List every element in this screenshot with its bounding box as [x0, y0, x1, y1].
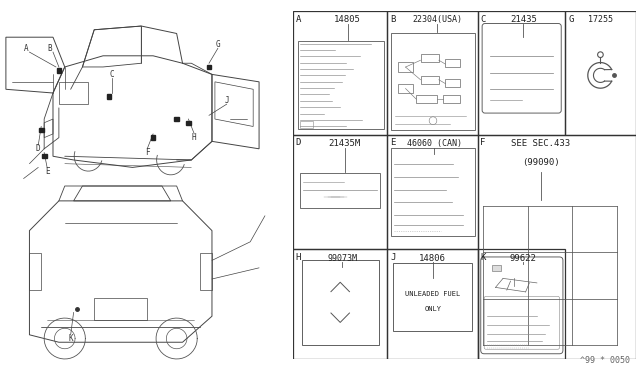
- Text: G: G: [568, 15, 573, 24]
- Text: C: C: [481, 15, 486, 24]
- Bar: [445, 59, 460, 67]
- Text: E: E: [390, 138, 396, 147]
- Text: 99073M: 99073M: [327, 254, 357, 263]
- Bar: [420, 76, 439, 84]
- Bar: [39, 128, 44, 132]
- Bar: [417, 95, 437, 103]
- Bar: [293, 135, 387, 249]
- Text: E: E: [45, 167, 49, 176]
- Bar: [443, 95, 460, 103]
- Bar: [56, 68, 61, 73]
- Text: SEE SEC.433: SEE SEC.433: [511, 139, 571, 148]
- Text: 22304(USA): 22304(USA): [412, 15, 462, 24]
- Bar: [478, 249, 565, 359]
- Text: 46060 (CAN): 46060 (CAN): [407, 139, 462, 148]
- Text: 21435: 21435: [510, 15, 537, 24]
- Bar: [387, 135, 478, 249]
- Bar: [107, 94, 111, 99]
- Bar: [301, 260, 379, 345]
- Bar: [398, 62, 413, 72]
- Text: A: A: [24, 44, 29, 53]
- Text: B: B: [390, 15, 396, 24]
- Bar: [478, 11, 565, 135]
- Bar: [300, 173, 380, 208]
- Bar: [387, 249, 478, 359]
- Bar: [478, 135, 636, 359]
- Text: F: F: [145, 148, 150, 157]
- Bar: [445, 79, 460, 87]
- Text: 14806: 14806: [419, 254, 446, 263]
- Bar: [293, 11, 387, 135]
- Text: D: D: [296, 138, 301, 147]
- Bar: [174, 117, 179, 121]
- Text: (99090): (99090): [522, 158, 560, 167]
- Bar: [293, 249, 387, 359]
- Bar: [300, 121, 313, 128]
- Bar: [420, 54, 439, 62]
- Bar: [565, 11, 636, 135]
- Text: ^99 * 0050: ^99 * 0050: [580, 356, 630, 365]
- Text: H: H: [296, 253, 301, 262]
- Text: ONLY: ONLY: [424, 306, 442, 312]
- Bar: [42, 154, 47, 158]
- Text: A: A: [296, 15, 301, 24]
- Bar: [298, 41, 384, 129]
- Text: 99622: 99622: [510, 254, 537, 263]
- Bar: [387, 11, 478, 135]
- Text: C: C: [109, 70, 114, 79]
- Bar: [151, 135, 156, 140]
- Text: 21435M: 21435M: [329, 139, 361, 148]
- Text: J: J: [390, 253, 396, 262]
- Text: K: K: [68, 334, 73, 343]
- Bar: [398, 84, 413, 93]
- Text: J: J: [225, 96, 229, 105]
- Bar: [492, 265, 500, 271]
- Text: 14805: 14805: [334, 15, 361, 24]
- Text: H: H: [192, 133, 196, 142]
- Text: K: K: [481, 253, 486, 262]
- Bar: [207, 65, 211, 69]
- Bar: [394, 263, 472, 331]
- Text: D: D: [36, 144, 40, 153]
- Text: 17255: 17255: [588, 15, 613, 24]
- Text: G: G: [216, 40, 220, 49]
- Bar: [392, 33, 475, 131]
- Bar: [186, 121, 191, 125]
- Bar: [392, 148, 475, 235]
- Text: F: F: [480, 138, 486, 147]
- Text: UNLEADED FUEL: UNLEADED FUEL: [405, 291, 460, 297]
- Text: B: B: [48, 44, 52, 53]
